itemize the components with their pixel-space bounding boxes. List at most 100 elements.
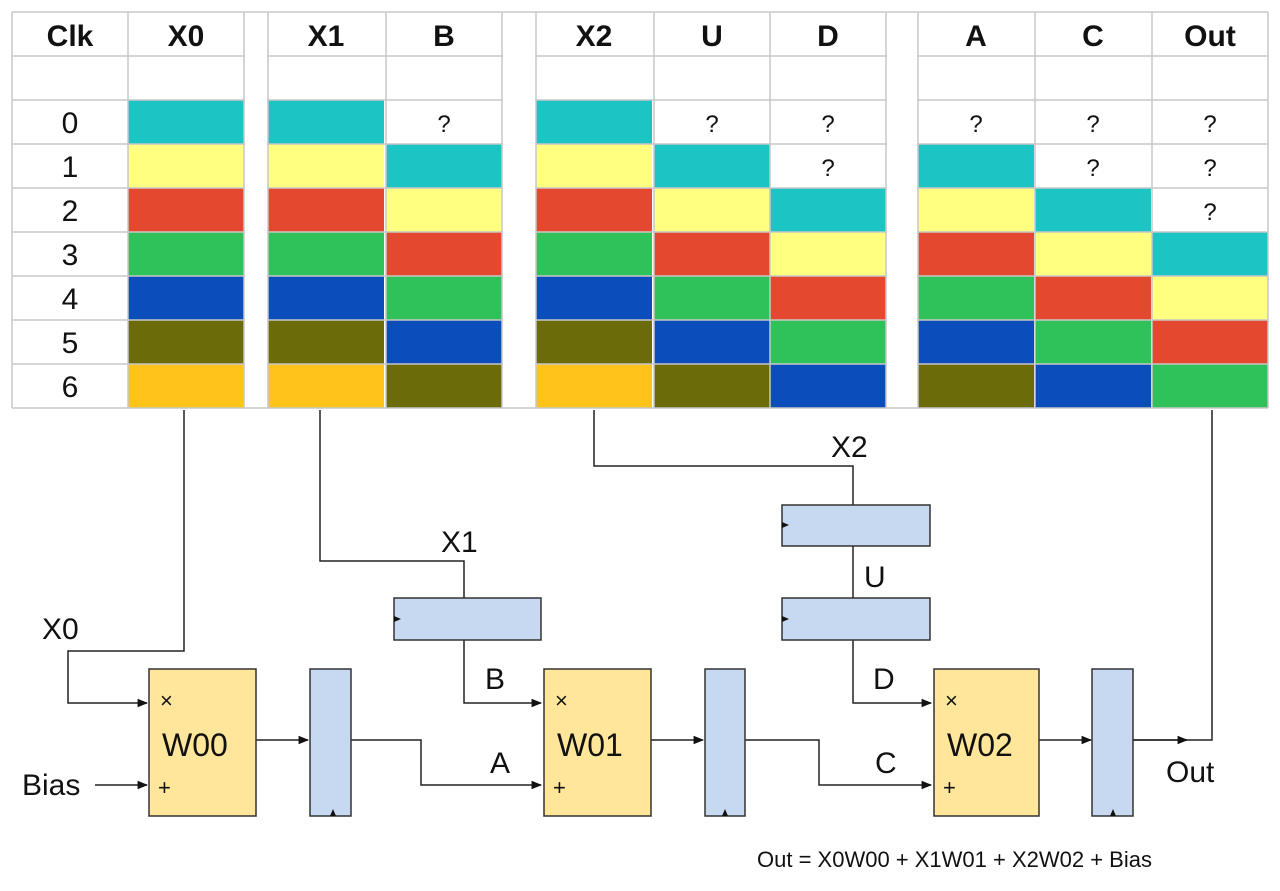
color-cell-cyan <box>654 144 770 188</box>
pe-w01: × W01 + <box>543 668 652 817</box>
wire-b <box>463 640 543 708</box>
processing-elements: × W00 + × W01 + × W02 + <box>148 668 1040 817</box>
signal-labels: X0 X1 X2 U B D A C Bias Out <box>22 431 1215 802</box>
header-u: U <box>701 20 723 53</box>
table-gutter <box>887 13 917 407</box>
unknown-cell: ? <box>1203 155 1216 182</box>
header-x2: X2 <box>576 20 613 53</box>
register-c <box>704 668 746 817</box>
header-b: B <box>433 20 455 53</box>
color-cell-red <box>128 188 244 232</box>
color-cell-olive <box>128 320 244 364</box>
color-cell-cyan <box>386 144 502 188</box>
pe-w00-add-symbol: + <box>158 775 171 800</box>
color-cell-yellow <box>128 144 244 188</box>
color-cell-cyan <box>268 100 384 144</box>
label-a: A <box>490 747 510 780</box>
unknown-cell: ? <box>821 111 834 138</box>
pe-w01-mul-symbol: × <box>555 688 568 713</box>
header-d: D <box>817 20 839 53</box>
pe-w01-add-symbol: + <box>553 775 566 800</box>
label-bias: Bias <box>22 769 80 802</box>
color-cell-cyan <box>536 100 652 144</box>
color-cell-cyan <box>1035 188 1151 232</box>
label-x1: X1 <box>441 526 478 559</box>
label-d: D <box>873 663 895 696</box>
equation: Out = X0W00 + X1W01 + X2W02 + Bias <box>757 847 1152 872</box>
unknown-cell: ? <box>821 155 834 182</box>
color-cell-yellow <box>268 144 384 188</box>
unknown-cell: ? <box>437 111 450 138</box>
register-u <box>781 504 931 547</box>
header-a: A <box>965 20 987 53</box>
color-cell-blue <box>918 320 1034 364</box>
header-out: Out <box>1184 20 1236 53</box>
color-cell-blue <box>128 276 244 320</box>
wire-x0 <box>67 410 185 708</box>
color-cell-yellow <box>386 188 502 232</box>
pe-w02-add-symbol: + <box>943 775 956 800</box>
pe-w02-mul-symbol: × <box>945 688 958 713</box>
color-cell-yellow <box>770 232 886 276</box>
label-b: B <box>485 663 505 696</box>
wire-out-to-table <box>1133 410 1213 741</box>
unknown-cell: ? <box>1203 111 1216 138</box>
color-cell-yellow <box>654 188 770 232</box>
color-cell-olive <box>386 364 502 408</box>
header-x1: X1 <box>308 20 345 53</box>
clock-cell: 2 <box>62 195 79 228</box>
color-cell-green <box>1035 320 1151 364</box>
color-cell-blue <box>770 364 886 408</box>
timing-table: Clk X0 X1 B X2 U D A C Out 0????? ? 1?? ? 2 ? 3 4 5 6 <box>11 11 1269 409</box>
color-cell-cyan <box>770 188 886 232</box>
color-cell-red <box>1035 276 1151 320</box>
color-cell-red <box>654 232 770 276</box>
color-cell-olive <box>268 320 384 364</box>
table-gutter <box>503 13 535 407</box>
header-x0: X0 <box>168 20 205 53</box>
color-cell-yellow <box>1152 276 1268 320</box>
label-out: Out <box>1166 756 1215 789</box>
color-cell-green <box>536 232 652 276</box>
unknown-cell: ? <box>1086 155 1099 182</box>
pe-w00: × W00 + <box>148 668 257 817</box>
label-u: U <box>864 561 886 594</box>
clock-cell: 4 <box>62 283 79 316</box>
color-cell-blue <box>654 320 770 364</box>
register-b <box>393 597 542 641</box>
wire-c <box>745 739 933 790</box>
label-x2: X2 <box>831 431 868 464</box>
color-cell-orange <box>536 364 652 408</box>
color-cell-blue <box>1035 364 1151 408</box>
unknown-cell: ? <box>1203 199 1216 226</box>
wire-x2 <box>593 410 854 505</box>
clock-cell: 3 <box>62 239 79 272</box>
clock-cell: 6 <box>62 371 79 404</box>
color-cell-yellow <box>918 188 1034 232</box>
label-c: C <box>875 747 897 780</box>
unknown-cell: ? <box>705 111 718 138</box>
clock-cell: 1 <box>62 151 79 184</box>
pe-w00-label: W00 <box>162 727 228 763</box>
color-cell-blue <box>536 276 652 320</box>
wire-a <box>351 739 543 790</box>
label-x0: X0 <box>42 613 79 646</box>
color-cell-olive <box>918 364 1034 408</box>
color-cell-red <box>268 188 384 232</box>
pe-w02-label: W02 <box>947 727 1013 763</box>
color-cell-orange <box>128 364 244 408</box>
color-cell-orange <box>268 364 384 408</box>
color-cell-green <box>654 276 770 320</box>
color-cell-blue <box>386 320 502 364</box>
unknown-cell: ? <box>1086 111 1099 138</box>
color-cell-olive <box>654 364 770 408</box>
color-cell-red <box>918 232 1034 276</box>
wires <box>67 410 1213 790</box>
color-cell-cyan <box>918 144 1034 188</box>
wire-d <box>852 640 933 708</box>
pe-w01-label: W01 <box>557 727 623 763</box>
wire-x1 <box>319 410 465 598</box>
clock-cell: 5 <box>62 327 79 360</box>
color-cell-red <box>386 232 502 276</box>
